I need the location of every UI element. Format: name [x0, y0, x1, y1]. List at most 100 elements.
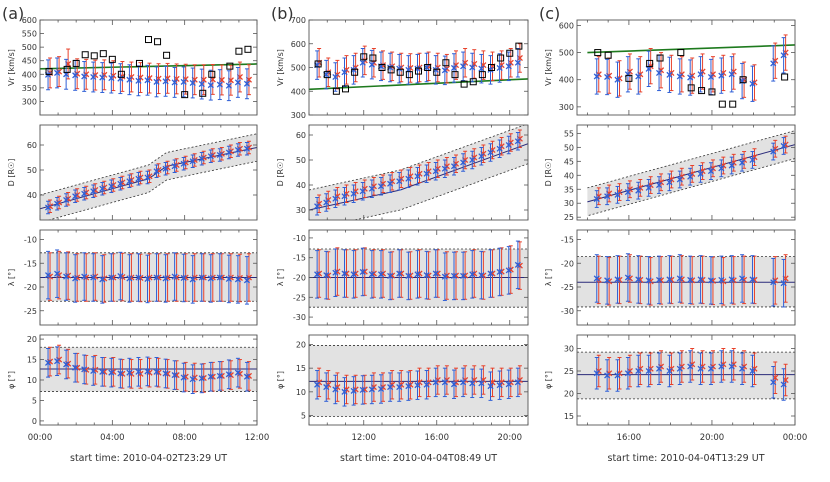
blue-point-marker — [243, 373, 251, 380]
blue-point-marker — [323, 199, 330, 206]
blue-point-marker — [207, 82, 214, 89]
row-phi: 5 10 15 20 φ [°] — [276, 334, 529, 426]
blue-point-marker — [487, 383, 494, 390]
y-tick-label: 30 — [564, 345, 574, 354]
blue-point-marker — [314, 381, 321, 388]
box-point — [63, 65, 71, 73]
blue-point-marker — [645, 277, 652, 284]
y-axis-label: D [R☉] — [276, 159, 285, 187]
blue-point-marker — [739, 159, 746, 166]
blue-point-marker — [99, 276, 106, 283]
y-tick-label: 300 — [291, 111, 306, 120]
blue-point-marker — [396, 384, 403, 391]
blue-point-marker — [614, 76, 621, 83]
blue-point-marker — [423, 381, 430, 388]
blue-point-marker — [496, 64, 503, 72]
y-tick-label: 15 — [564, 412, 574, 421]
box-point — [108, 55, 116, 63]
blue-point-marker — [460, 379, 467, 386]
box-point — [396, 68, 404, 76]
y-tick-label: -20 — [293, 274, 306, 283]
blue-point-marker — [749, 156, 756, 163]
blue-point-marker — [514, 261, 521, 268]
box-point — [442, 59, 450, 67]
blue-point-marker — [635, 187, 642, 194]
blue-point-marker — [153, 78, 160, 85]
x-tick-label: 16:00 — [617, 433, 642, 443]
blue-point-marker — [323, 384, 330, 391]
blue-point-marker — [72, 72, 79, 79]
blue-point-marker — [614, 191, 621, 198]
y-tick-label: 550 — [22, 30, 37, 39]
blue-point-marker — [162, 275, 169, 282]
y-axis-label: D [R☉] — [544, 159, 553, 187]
y-tick-label: 5 — [301, 412, 306, 421]
x-tick-label: 12:00 — [245, 433, 270, 443]
blue-point-marker — [162, 165, 169, 172]
panel-label: (a) — [2, 4, 24, 23]
blue-point-marker — [117, 370, 124, 377]
y-tick-label: 50 — [27, 166, 37, 175]
blue-point-marker — [432, 379, 439, 386]
blue-point-marker — [441, 67, 448, 74]
y-tick-label: -25 — [293, 293, 306, 302]
blue-point-marker — [198, 375, 205, 382]
blue-point-marker — [676, 365, 683, 372]
box-point — [677, 49, 685, 57]
y-axis-label: Vr [km/s] — [276, 49, 285, 86]
blue-point-marker — [666, 276, 673, 283]
box-point — [387, 66, 395, 74]
x-tick-label: 00:00 — [28, 433, 53, 443]
blue-point-marker — [450, 381, 458, 388]
blue-point-marker — [234, 146, 241, 154]
box-point — [718, 100, 726, 108]
blue-point-marker — [377, 183, 385, 190]
blue-point-marker — [687, 276, 694, 283]
y-tick-label: 15 — [296, 364, 306, 373]
y-tick-label: 500 — [559, 49, 574, 58]
axes-frame — [576, 124, 796, 221]
blue-point-marker — [350, 271, 357, 278]
blue-point-marker — [332, 386, 339, 393]
blue-point-marker — [377, 271, 385, 278]
blue-point-marker — [144, 275, 151, 282]
blue-point-marker — [697, 71, 704, 78]
blue-point-marker — [604, 193, 611, 200]
blue-point-marker — [405, 175, 412, 182]
blue-point-marker — [655, 69, 663, 76]
model-line — [309, 78, 528, 91]
blue-point-marker — [44, 204, 52, 211]
blue-point-marker — [496, 145, 503, 152]
blue-point-marker — [225, 371, 232, 378]
blue-point-marker — [225, 149, 232, 156]
box-point — [469, 78, 477, 86]
blue-point-marker — [414, 271, 421, 278]
blue-point-marker — [441, 273, 448, 280]
y-tick-label: 0 — [32, 417, 37, 426]
x-axis-label: start time: 2010-04-04T08:49 UT — [340, 453, 497, 464]
box-point — [433, 68, 441, 76]
box-point — [594, 49, 602, 57]
blue-point-marker — [135, 77, 142, 84]
blue-point-marker — [99, 368, 106, 375]
blue-point-marker — [359, 59, 366, 66]
blue-point-marker — [666, 71, 673, 78]
y-tick-label: 300 — [559, 103, 574, 112]
y-tick-label: -20 — [24, 283, 37, 292]
y-tick-label: 50 — [564, 143, 574, 152]
y-tick-label: 600 — [559, 21, 574, 30]
box-point — [708, 88, 716, 96]
x-tick-label: 04:00 — [100, 433, 125, 443]
box-point — [625, 74, 633, 82]
blue-point-marker — [216, 81, 223, 88]
blue-point-marker — [108, 369, 115, 376]
plot-area — [40, 133, 257, 220]
blue-point-marker — [718, 276, 725, 283]
y-tick-label: 450 — [22, 57, 37, 66]
blue-point-marker — [72, 193, 79, 200]
y-tick-label: 15 — [27, 356, 37, 365]
blue-point-marker — [117, 273, 124, 280]
y-tick-label: 20 — [564, 390, 574, 399]
box-point — [739, 76, 747, 84]
